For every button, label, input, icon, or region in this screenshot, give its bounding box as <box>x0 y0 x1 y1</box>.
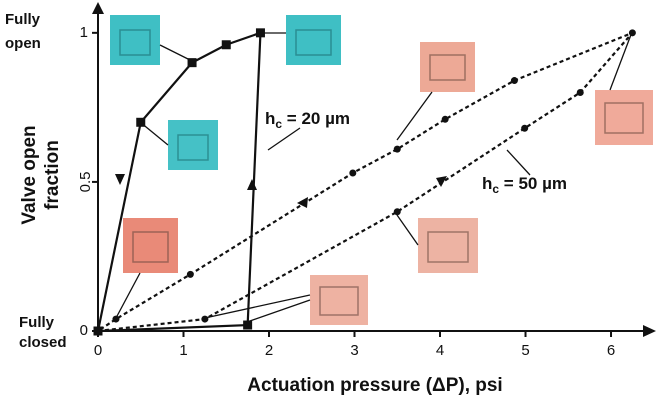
series-label-part: = 50 µm <box>499 174 567 193</box>
x-tick-label: 2 <box>265 342 273 359</box>
marker <box>510 77 518 85</box>
marker <box>255 28 265 38</box>
y-tick-note: closed <box>19 334 67 351</box>
y-tick-note: Fully <box>5 11 41 28</box>
series-line <box>96 31 262 333</box>
x-axis-arrow <box>643 325 656 337</box>
y-tick-label: 0.5 <box>77 171 94 192</box>
marker <box>576 88 584 96</box>
marker <box>393 145 401 153</box>
closed-valve-image <box>595 90 653 145</box>
series-label-part: h <box>265 109 275 128</box>
closed-valve-image <box>310 275 368 325</box>
marker <box>187 58 197 68</box>
open-valve-image <box>110 15 160 65</box>
x-tick-label: 0 <box>94 342 102 359</box>
x-tick-label: 5 <box>521 342 529 359</box>
series-label-part: c <box>275 117 282 131</box>
series-label-part: = 20 µm <box>282 109 350 128</box>
micrographs <box>110 0 653 325</box>
x-tick-label: 3 <box>350 342 358 359</box>
marker <box>221 40 231 50</box>
y-tick-note: open <box>5 35 41 52</box>
closed-valve-image <box>420 42 475 92</box>
x-tick-label: 1 <box>179 342 187 359</box>
marker <box>243 320 253 330</box>
marker <box>186 270 194 278</box>
marker <box>393 208 401 216</box>
axes <box>92 2 656 337</box>
marker <box>521 124 529 132</box>
series-label-part: c <box>492 182 499 196</box>
series-label: hc = 50 µm <box>482 174 567 196</box>
marker <box>441 115 449 123</box>
marker <box>94 327 102 335</box>
series-label-part: h <box>482 174 492 193</box>
marker <box>201 315 209 323</box>
y-axis-title-line: fraction <box>42 140 63 210</box>
leader-lines <box>115 31 633 323</box>
y-axis-arrow <box>92 2 104 14</box>
marker <box>349 169 357 177</box>
direction-arrows <box>115 174 447 208</box>
open-valve-image <box>286 15 341 65</box>
y-axis-title: Valve open fraction <box>19 125 63 224</box>
closed-valve-image <box>418 218 478 273</box>
marker <box>136 117 146 127</box>
closed-valve-image <box>123 218 178 273</box>
open-valve-image <box>168 120 218 170</box>
y-axis-title-line: Valve open <box>19 125 40 224</box>
marker <box>112 315 120 323</box>
x-tick-label: 6 <box>607 342 615 359</box>
x-axis-title: Actuation pressure (ΔP), psi <box>247 375 502 396</box>
marker <box>628 29 636 37</box>
y-tick-note: Fully <box>19 314 55 331</box>
series-label: hc = 20 µm <box>265 109 350 131</box>
x-tick-label: 4 <box>436 342 444 359</box>
y-tick-label: 0 <box>80 322 88 339</box>
y-tick-label: 1 <box>80 24 88 41</box>
